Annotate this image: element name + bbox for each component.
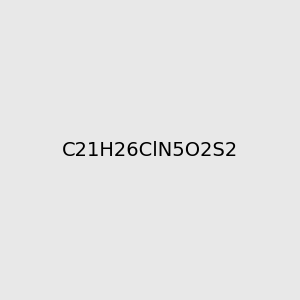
Text: C21H26ClN5O2S2: C21H26ClN5O2S2 xyxy=(62,140,238,160)
